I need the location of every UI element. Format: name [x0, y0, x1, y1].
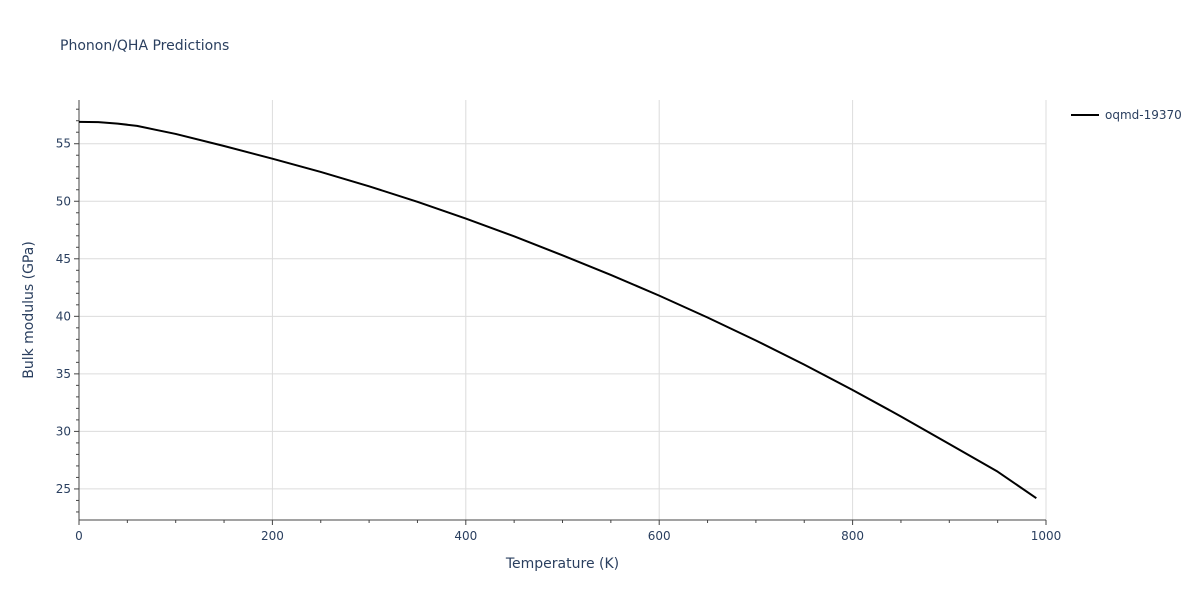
chart-title: Phonon/QHA Predictions: [60, 38, 229, 54]
x-tick-label: 800: [841, 529, 864, 543]
y-tick-label: 50: [56, 194, 71, 208]
y-tick-label: 30: [56, 424, 71, 438]
y-tick-label: 25: [56, 482, 71, 496]
y-tick-label: 55: [56, 137, 71, 151]
grid: [79, 100, 1047, 520]
y-tick-label: 35: [56, 367, 71, 381]
legend-label-oqmd-19370[interactable]: oqmd-19370: [1105, 108, 1182, 122]
x-tick-label: 400: [454, 529, 477, 543]
plot-area[interactable]: [78, 120, 1037, 499]
legend[interactable]: oqmd-19370: [1071, 108, 1182, 122]
x-axis-title: Temperature (K): [505, 556, 619, 572]
series-line-oqmd-19370[interactable]: [78, 120, 1037, 499]
x-tick-label: 200: [261, 529, 284, 543]
x-tick-label: 0: [75, 529, 83, 543]
y-tick-label: 45: [56, 252, 71, 266]
ticks: 0 200 400 600 800 1000 25 30 35 40 45 50 55: [56, 108, 1062, 543]
y-tick-label: 40: [56, 309, 71, 323]
y-axis-title: Bulk modulus (GPa): [21, 241, 37, 379]
x-tick-label: 1000: [1031, 529, 1062, 543]
axes: [78, 100, 1046, 521]
x-tick-label: 600: [648, 529, 671, 543]
